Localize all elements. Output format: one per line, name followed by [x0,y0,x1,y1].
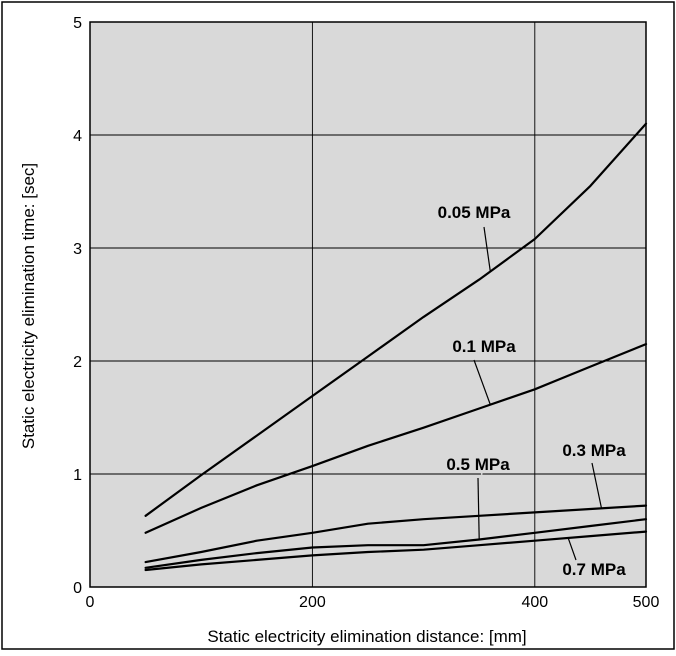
annotation-label: 0.05 MPa [438,203,511,222]
annotation-leader [567,537,577,561]
plot-area [90,22,646,587]
y-tick-label: 3 [73,241,82,258]
series-line-3 [144,518,648,569]
annotation-label: 0.5 MPa [446,455,510,474]
annotation-label: 0.1 MPa [452,337,516,356]
curve-annotations: 0.05 MPa 0.1 MPa 0.3 MPa 0.5 MPa 0.7 MPa [435,201,629,582]
y-tick-label: 0 [73,580,82,597]
y-tick-label: 5 [73,15,82,32]
annotation-leader [477,477,480,540]
y-tick-label: 2 [73,354,82,371]
x-tick-label: 200 [299,594,326,611]
series-line-0 [144,122,648,517]
grid-lines [90,22,646,587]
y-tick-label: 4 [73,128,82,145]
x-tick-label: 400 [521,594,548,611]
annotation-leader [591,462,603,509]
series-line-1 [144,343,648,534]
annotation-leader [483,226,491,272]
y-axis-label: Static electricity elimination time: [se… [19,163,38,449]
x-tick-label: 500 [633,594,660,611]
y-tick-label: 1 [73,467,82,484]
plot-border [89,21,647,588]
annotation-leader [473,359,491,405]
series-line-2 [144,504,648,564]
annotation-label: 0.3 MPa [562,441,626,460]
series-line-4 [144,530,648,572]
x-axis-label: Static electricity elimination distance:… [207,627,526,646]
tick-labels: 0 1 2 3 4 5 0 200 400 500 [73,15,659,611]
series-lines [144,122,648,572]
x-tick-label: 0 [86,594,95,611]
annotation-label: 0.7 MPa [562,560,626,579]
